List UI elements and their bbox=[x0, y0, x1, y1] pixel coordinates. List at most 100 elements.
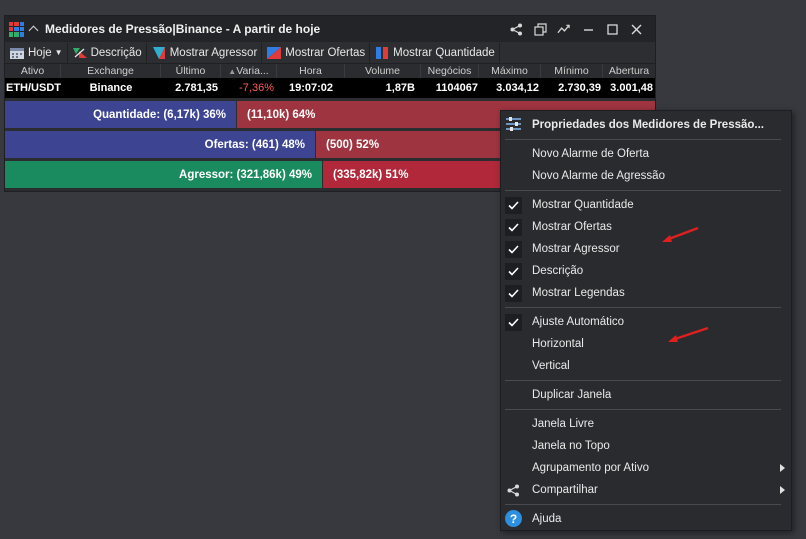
close-icon[interactable] bbox=[629, 22, 643, 36]
menu-item-label: Mostrar Legendas bbox=[532, 287, 625, 299]
menu-item-novo-alarme-oferta[interactable]: Novo Alarme de Oferta bbox=[501, 143, 791, 165]
menu-separator bbox=[505, 380, 781, 381]
table-row[interactable]: ETH/USDT Binance 2.781,35 -7,36% 19:07:0… bbox=[5, 78, 655, 98]
menu-item-label: Mostrar Ofertas bbox=[532, 221, 612, 233]
agressor-buy-bar: Agressor: (321,86k) 49% bbox=[5, 161, 322, 188]
header-exchange[interactable]: Exchange bbox=[61, 64, 161, 78]
menu-item-label: Ajuda bbox=[532, 513, 562, 525]
header-abertura[interactable]: Abertura bbox=[608, 65, 650, 77]
share-icon[interactable] bbox=[509, 22, 523, 36]
mostrar-ofertas-toggle[interactable]: Mostrar Ofertas bbox=[262, 42, 371, 63]
check-icon bbox=[505, 313, 522, 331]
aggressor-icon bbox=[151, 46, 167, 60]
menu-item-propriedades-label: Propriedades dos Medidores de Pressão... bbox=[532, 119, 764, 131]
header-minimo[interactable]: Mínimo bbox=[541, 64, 603, 78]
menu-item-label: Duplicar Janela bbox=[532, 389, 612, 401]
mostrar-agressor-toggle[interactable]: Mostrar Agressor bbox=[147, 42, 263, 63]
menu-separator bbox=[505, 307, 781, 308]
cell-exchange: Binance bbox=[89, 82, 133, 94]
share-icon bbox=[507, 484, 520, 500]
ofertas-buy-bar: Ofertas: (461) 48% bbox=[5, 131, 315, 158]
collapse-caret-icon[interactable] bbox=[29, 24, 39, 34]
menu-item-ajuste-automatico[interactable]: Ajuste Automático bbox=[501, 311, 791, 333]
header-hora[interactable]: Hora bbox=[277, 64, 345, 78]
help-icon: ? bbox=[505, 510, 522, 527]
check-icon bbox=[505, 240, 522, 258]
menu-item-label: Descrição bbox=[532, 265, 584, 277]
menu-item-novo-alarme-agressao[interactable]: Novo Alarme de Agressão bbox=[501, 165, 791, 187]
chart-trend-icon[interactable] bbox=[557, 22, 571, 36]
header-ultimo[interactable]: Último bbox=[161, 64, 221, 78]
cell-ultimo: 2.781,35 bbox=[175, 82, 218, 94]
description-icon bbox=[72, 46, 88, 60]
ofertas-sell-label: (500) 52% bbox=[326, 138, 380, 151]
menu-item-janela-no-topo[interactable]: Janela no Topo bbox=[501, 435, 791, 457]
agressor-buy-label: Agressor: (321,86k) 49% bbox=[179, 168, 312, 181]
check-icon bbox=[505, 284, 522, 302]
menu-item-mostrar-ofertas[interactable]: Mostrar Ofertas bbox=[501, 216, 791, 238]
descricao-toggle[interactable]: Descrição bbox=[68, 42, 147, 63]
submenu-arrow-icon bbox=[780, 464, 785, 472]
menu-item-horizontal[interactable]: Horizontal bbox=[501, 333, 791, 355]
quantidade-sell-label: (11,10k) 64% bbox=[247, 108, 316, 121]
cell-ativo: ETH/USDT bbox=[6, 82, 61, 94]
menu-item-propriedades[interactable]: Propriedades dos Medidores de Pressão... bbox=[501, 114, 791, 136]
mostrar-ofertas-label: Mostrar Ofertas bbox=[285, 46, 366, 59]
check-icon bbox=[505, 262, 522, 280]
menu-item-duplicar-janela[interactable]: Duplicar Janela bbox=[501, 384, 791, 406]
header-ativo[interactable]: Ativo bbox=[5, 64, 61, 78]
chevron-down-icon: ▼ bbox=[54, 48, 63, 57]
ofertas-buy-label: Ofertas: (461) 48% bbox=[204, 138, 305, 151]
period-dropdown[interactable]: Hoje ▼ bbox=[5, 42, 68, 63]
menu-item-label: Mostrar Quantidade bbox=[532, 199, 634, 211]
mostrar-quantidade-toggle[interactable]: Mostrar Quantidade bbox=[370, 42, 500, 63]
menu-separator bbox=[505, 139, 781, 140]
agressor-sell-label: (335,82k) 51% bbox=[333, 168, 409, 181]
cell-hora: 19:07:02 bbox=[288, 82, 334, 94]
cell-abertura: 3.001,48 bbox=[610, 82, 653, 94]
detach-window-icon[interactable] bbox=[533, 22, 547, 36]
sort-indicator-icon: ▲ bbox=[228, 67, 237, 76]
mostrar-quantidade-label: Mostrar Quantidade bbox=[393, 46, 495, 59]
menu-item-label: Horizontal bbox=[532, 338, 584, 350]
app-grid-icon bbox=[9, 21, 24, 37]
menu-item-mostrar-agressor[interactable]: Mostrar Agressor bbox=[501, 238, 791, 260]
header-negocios[interactable]: Negócios bbox=[421, 64, 479, 78]
quantidade-buy-label: Quantidade: (6,17k) 36% bbox=[93, 108, 226, 121]
quantity-icon bbox=[374, 46, 390, 60]
window-titlebar[interactable]: Medidores de Pressão|Binance - A partir … bbox=[5, 16, 655, 42]
menu-item-label: Novo Alarme de Oferta bbox=[532, 148, 649, 160]
annotation-arrow-icon bbox=[668, 326, 709, 342]
cell-variacao: -7,36% bbox=[239, 82, 274, 94]
menu-item-label: Ajuste Automático bbox=[532, 316, 625, 328]
calendar-icon bbox=[9, 46, 25, 60]
header-volume[interactable]: Volume bbox=[345, 64, 421, 78]
cell-maximo: 3.034,12 bbox=[496, 82, 539, 94]
menu-separator bbox=[505, 504, 781, 505]
header-variacao[interactable]: ▲Varia... bbox=[221, 64, 277, 78]
maximize-icon[interactable] bbox=[605, 22, 619, 36]
menu-item-mostrar-quantidade[interactable]: Mostrar Quantidade bbox=[501, 194, 791, 216]
submenu-arrow-icon bbox=[780, 486, 785, 494]
menu-item-mostrar-legendas[interactable]: Mostrar Legendas bbox=[501, 282, 791, 304]
properties-sliders-icon bbox=[505, 117, 522, 135]
descricao-label: Descrição bbox=[90, 46, 142, 59]
menu-separator bbox=[505, 409, 781, 410]
header-variacao-label: Varia... bbox=[236, 65, 269, 77]
window-title: Medidores de Pressão|Binance - A partir … bbox=[45, 22, 321, 36]
menu-item-label: Mostrar Agressor bbox=[532, 243, 620, 255]
menu-item-janela-livre[interactable]: Janela Livre bbox=[501, 413, 791, 435]
menu-item-descricao[interactable]: Descrição bbox=[501, 260, 791, 282]
menu-separator bbox=[505, 190, 781, 191]
quantidade-buy-bar: Quantidade: (6,17k) 36% bbox=[5, 101, 236, 128]
menu-item-agrupamento-por-ativo[interactable]: Agrupamento por Ativo bbox=[501, 457, 791, 479]
menu-item-compartilhar[interactable]: Compartilhar bbox=[501, 479, 791, 501]
menu-item-vertical[interactable]: Vertical bbox=[501, 355, 791, 377]
minimize-icon[interactable] bbox=[581, 22, 595, 36]
header-maximo[interactable]: Máximo bbox=[479, 64, 541, 78]
menu-item-ajuda[interactable]: ? Ajuda bbox=[501, 508, 791, 530]
quote-table-header: Ativo Exchange Último ▲Varia... Hora Vol… bbox=[5, 64, 655, 78]
context-menu: Propriedades dos Medidores de Pressão...… bbox=[500, 110, 792, 531]
check-icon bbox=[505, 218, 522, 236]
period-label: Hoje bbox=[28, 46, 52, 59]
